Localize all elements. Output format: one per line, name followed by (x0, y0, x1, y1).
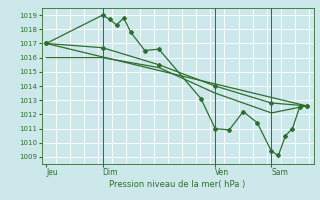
X-axis label: Pression niveau de la mer( hPa ): Pression niveau de la mer( hPa ) (109, 180, 246, 189)
